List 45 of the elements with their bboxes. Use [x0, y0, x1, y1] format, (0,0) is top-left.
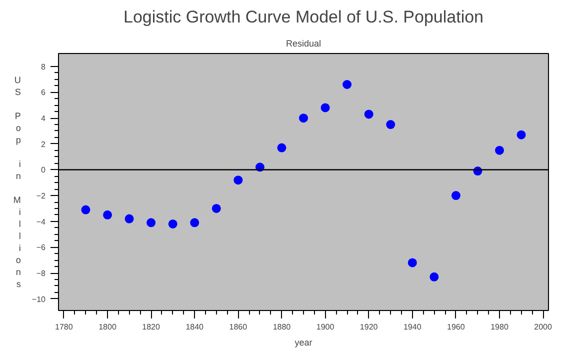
- point: [408, 258, 417, 268]
- x-tick-label: 1820: [142, 322, 161, 332]
- point: [81, 205, 90, 214]
- x-tick-label: 1860: [229, 322, 248, 332]
- y-tick-label: −8: [36, 269, 46, 278]
- x-tick-label: 1840: [186, 322, 204, 332]
- point: [430, 272, 439, 282]
- text: US Pop in Millions: [13, 75, 21, 289]
- point: [451, 191, 460, 200]
- chart-subtitle: Residual: [286, 38, 322, 48]
- y-tick-label: 4: [41, 114, 46, 124]
- point: [190, 218, 200, 228]
- point: [516, 130, 526, 140]
- point: [277, 143, 286, 152]
- point: [234, 176, 243, 185]
- point: [212, 204, 221, 213]
- x-tick-label: 1940: [403, 322, 422, 332]
- y-tick-label: 8: [41, 62, 46, 72]
- point: [386, 120, 396, 130]
- y-tick-label: −10: [32, 294, 46, 304]
- x-tick-label: 1880: [272, 322, 292, 332]
- point: [146, 218, 156, 228]
- point: [342, 80, 352, 89]
- point: [103, 210, 112, 220]
- x-tick-label: 1960: [447, 322, 466, 332]
- x-tick-label: 1780: [55, 322, 74, 332]
- y-tick-label: 2: [41, 140, 46, 149]
- chart-title: Logistic Growth Curve Model of U.S. Population: [124, 8, 484, 26]
- x-tick-label: 1800: [98, 322, 117, 332]
- y-tick-label: 0: [41, 166, 46, 175]
- point: [495, 146, 504, 155]
- point: [168, 219, 178, 228]
- y-tick-label: −4: [36, 217, 46, 226]
- x-tick-label: 1980: [490, 322, 509, 332]
- x-tick-label: 2000: [534, 322, 553, 332]
- point: [364, 110, 374, 119]
- point: [299, 114, 308, 123]
- x-tick-label: 1920: [360, 322, 378, 332]
- point: [320, 103, 330, 112]
- y-tick-label: 6: [41, 88, 46, 98]
- y-tick-label: −2: [36, 192, 46, 201]
- point: [124, 214, 134, 224]
- x-axis-title: year: [294, 338, 312, 348]
- x-tick-label: 1900: [316, 322, 335, 332]
- y-tick-label: −6: [36, 243, 46, 252]
